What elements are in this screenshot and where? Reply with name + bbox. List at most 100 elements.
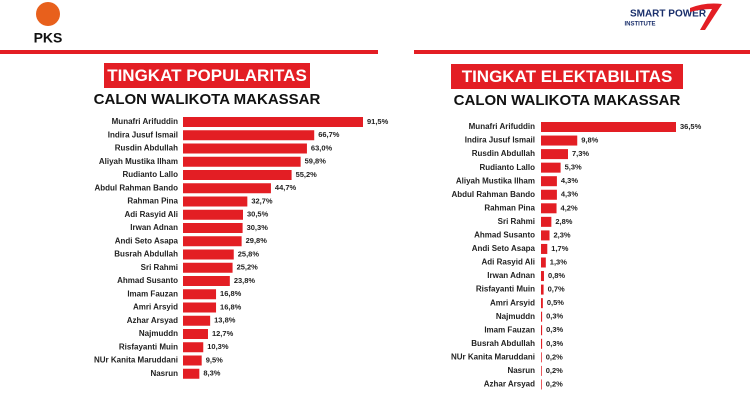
category-label: Rudianto Lallo (479, 163, 535, 172)
value-label: 0,3% (546, 339, 563, 348)
bar (183, 183, 271, 194)
value-label: 23,8% (234, 276, 256, 285)
value-label: 16,8% (220, 289, 242, 298)
value-label: 9,8% (581, 136, 598, 145)
category-label: Abdul Rahman Bando (451, 190, 535, 199)
value-label: 29,8% (246, 236, 268, 245)
value-label: 0,3% (546, 325, 563, 334)
category-label: Rahman Pina (127, 197, 178, 206)
bar (541, 365, 542, 376)
bar (541, 203, 557, 214)
category-label: Rusdin Abdullah (472, 149, 535, 158)
bar (541, 122, 676, 132)
smart-power-logo: SMART POWER (630, 9, 707, 20)
category-label: Adi Rasyid Ali (125, 210, 179, 219)
bar (183, 329, 208, 339)
value-label: 36,5% (680, 122, 702, 131)
bar (541, 230, 550, 241)
value-label: 66,7% (318, 130, 340, 139)
bar (183, 223, 243, 233)
value-label: 7,3% (572, 149, 589, 158)
bar (541, 243, 548, 254)
category-label: Andi Seto Asapa (472, 244, 536, 253)
bar (183, 249, 234, 260)
value-label: 25,8% (238, 249, 260, 258)
bar (183, 262, 233, 273)
bar (541, 352, 542, 363)
bar (183, 355, 202, 366)
category-label: Nasrun (150, 369, 178, 378)
institute-logo: INSTITUTE (625, 22, 656, 28)
bar (541, 338, 543, 349)
pks-logo-text: PKS (34, 30, 63, 46)
category-label: Andi Seto Asapa (115, 236, 179, 245)
value-label: 55,2% (296, 170, 318, 179)
pks-logo-icon (36, 2, 60, 26)
bar (183, 117, 363, 127)
value-label: 2,3% (554, 230, 571, 239)
bar (541, 162, 561, 173)
title-box (104, 63, 310, 88)
bar (183, 236, 242, 247)
category-label: Imam Fauzan (484, 325, 535, 334)
value-label: 9,5% (206, 355, 223, 364)
value-label: 0,5% (547, 298, 564, 307)
value-label: 63,0% (311, 143, 333, 152)
header-rule (0, 50, 378, 54)
bar (183, 315, 211, 326)
value-label: 91,5% (367, 117, 389, 126)
category-label: Imam Fauzan (127, 289, 178, 298)
value-label: 32,7% (251, 196, 273, 205)
value-label: 5,3% (565, 163, 582, 172)
value-label: 1,3% (550, 257, 567, 266)
value-label: 16,8% (220, 302, 242, 311)
category-label: Irwan Adnan (130, 223, 178, 232)
value-label: 44,7% (275, 183, 297, 192)
value-label: 4,3% (561, 176, 578, 185)
bar (541, 189, 557, 200)
category-label: Najmuddn (496, 312, 535, 321)
value-label: 8,3% (203, 369, 220, 378)
bar (541, 176, 557, 187)
category-label: Indira Jusuf Ismail (108, 130, 178, 139)
bar (541, 379, 542, 390)
category-label: Azhar Arsyad (127, 316, 178, 325)
bar (183, 368, 200, 379)
category-label: Azhar Arsyad (484, 380, 535, 389)
value-label: 1,7% (551, 244, 568, 253)
value-label: 4,3% (561, 190, 578, 199)
charts: TINGKAT POPULARITAS CALON WALIKOTA MAKASS… (94, 63, 702, 390)
bar (541, 135, 578, 146)
category-label: Sri Rahmi (141, 263, 178, 272)
value-label: 0,2% (546, 379, 563, 388)
category-label: Risfayanti Muin (119, 342, 178, 351)
category-label: Ahmad Susanto (117, 276, 178, 285)
title-box (451, 64, 683, 89)
bar (183, 143, 307, 154)
category-label: Ahmad Susanto (474, 231, 535, 240)
value-label: 13,8% (214, 316, 236, 325)
chart-title: TINGKAT ELEKTABILITAS (462, 67, 673, 86)
category-label: Busrah Abdullah (114, 250, 178, 259)
category-label: Adi Rasyid Ali (482, 258, 536, 267)
category-label: Rudianto Lallo (122, 170, 178, 179)
value-label: 0,2% (546, 352, 563, 361)
bar (183, 156, 301, 167)
category-label: Indira Jusuf Ismail (465, 136, 535, 145)
value-label: 59,8% (305, 157, 327, 166)
value-label: 12,7% (212, 329, 234, 338)
category-label: Busrah Abdullah (471, 339, 535, 348)
bar (183, 276, 230, 286)
value-label: 30,3% (247, 223, 269, 232)
bar (541, 284, 544, 295)
category-label: Nasrun (507, 366, 535, 375)
value-label: 4,2% (561, 203, 578, 212)
bar (183, 196, 248, 207)
bar (183, 302, 217, 313)
value-label: 0,7% (548, 285, 565, 294)
value-label: 0,2% (546, 366, 563, 375)
header-rule (414, 50, 750, 54)
value-label: 0,3% (546, 312, 563, 321)
category-label: NUr Kanita Maruddani (451, 352, 535, 361)
